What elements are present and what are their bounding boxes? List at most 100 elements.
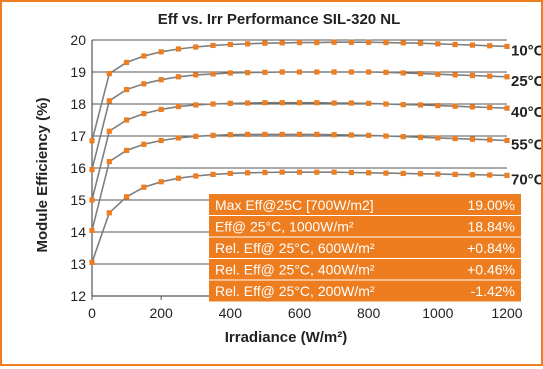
data-point	[245, 70, 251, 76]
data-point	[296, 100, 303, 106]
y-tick-label: 14	[70, 224, 86, 240]
data-point	[175, 103, 182, 110]
data-point	[89, 167, 95, 173]
series-label: 40°C	[511, 104, 541, 121]
series-label: 55°C	[511, 136, 541, 153]
data-point	[366, 69, 372, 75]
series-line	[91, 71, 508, 170]
data-point	[141, 53, 147, 59]
data-point	[141, 111, 147, 117]
y-tick-label: 17	[70, 128, 86, 144]
data-point	[469, 72, 476, 79]
series-line	[91, 101, 508, 201]
data-point	[141, 184, 147, 190]
data-point	[314, 100, 320, 106]
data-point	[314, 69, 320, 75]
data-point	[193, 133, 199, 139]
info-row-value: 18.84%	[468, 219, 515, 235]
data-point	[383, 101, 389, 107]
series-label: 10°C	[511, 42, 541, 59]
data-point	[435, 135, 441, 141]
data-point	[123, 194, 130, 200]
data-point	[504, 74, 510, 80]
data-point	[383, 170, 389, 176]
data-point	[245, 170, 251, 176]
data-point	[193, 102, 199, 108]
data-point	[245, 100, 251, 106]
data-point	[366, 39, 372, 45]
data-point	[504, 137, 510, 144]
data-point	[296, 69, 303, 75]
data-point	[452, 135, 458, 142]
data-point	[487, 137, 493, 143]
data-point	[158, 106, 164, 113]
data-point	[469, 104, 476, 110]
data-point	[106, 98, 112, 104]
info-row-value: +0.84%	[467, 240, 515, 256]
data-point	[175, 135, 182, 141]
data-point	[348, 39, 354, 45]
data-point	[227, 170, 233, 177]
data-point	[175, 175, 182, 181]
info-row-value: +0.46%	[467, 262, 515, 278]
series-label: 70°C	[511, 171, 541, 188]
x-tick-label: 200	[149, 305, 173, 321]
data-point	[400, 134, 406, 140]
data-point	[417, 134, 424, 140]
info-row-label: Eff@ 25°C, 1000W/m²	[215, 219, 354, 235]
data-point	[227, 132, 233, 138]
data-point	[279, 100, 285, 106]
data-point	[158, 179, 164, 185]
data-point	[383, 39, 389, 46]
data-point	[89, 138, 95, 144]
data-point	[141, 141, 147, 147]
y-tick-label: 13	[70, 256, 86, 272]
data-point	[279, 40, 285, 46]
data-point	[400, 40, 406, 46]
data-point	[106, 210, 112, 216]
data-point	[417, 71, 424, 77]
info-row-label: Max Eff@25C [700W/m2]	[215, 197, 374, 213]
data-point	[331, 169, 337, 175]
data-point	[279, 131, 285, 137]
data-point	[331, 69, 337, 75]
data-point	[227, 70, 233, 76]
data-point	[89, 227, 95, 233]
data-point	[89, 197, 95, 203]
data-point	[504, 43, 510, 49]
data-point	[348, 169, 354, 176]
data-point	[210, 42, 216, 49]
data-point	[400, 102, 406, 108]
data-point	[158, 77, 164, 83]
y-tick-label: 18	[70, 96, 86, 112]
data-point	[366, 100, 372, 106]
data-point	[227, 41, 233, 48]
data-point	[487, 43, 493, 49]
data-point	[245, 41, 251, 47]
data-point	[106, 159, 112, 165]
data-point	[296, 131, 303, 137]
data-point	[383, 69, 389, 75]
data-point	[245, 131, 251, 137]
data-point	[106, 71, 112, 77]
info-row-value: 19.00%	[468, 197, 515, 213]
data-point	[331, 132, 337, 138]
data-point	[504, 172, 510, 178]
data-point	[348, 132, 354, 138]
data-point	[175, 46, 182, 52]
y-tick-label: 15	[70, 192, 86, 208]
data-point	[262, 100, 268, 106]
data-point	[417, 40, 424, 46]
data-point	[141, 81, 147, 87]
data-point	[331, 39, 337, 45]
x-tick-label: 600	[288, 305, 312, 321]
data-point	[348, 69, 354, 75]
series-labels: 10°C 25°C 40°C 55°C 70°C	[511, 42, 543, 188]
data-point	[504, 105, 510, 111]
data-point	[123, 117, 130, 123]
data-point	[487, 73, 493, 79]
y-tick-label: 19	[70, 64, 86, 80]
data-point	[314, 131, 320, 137]
data-point	[193, 173, 199, 179]
